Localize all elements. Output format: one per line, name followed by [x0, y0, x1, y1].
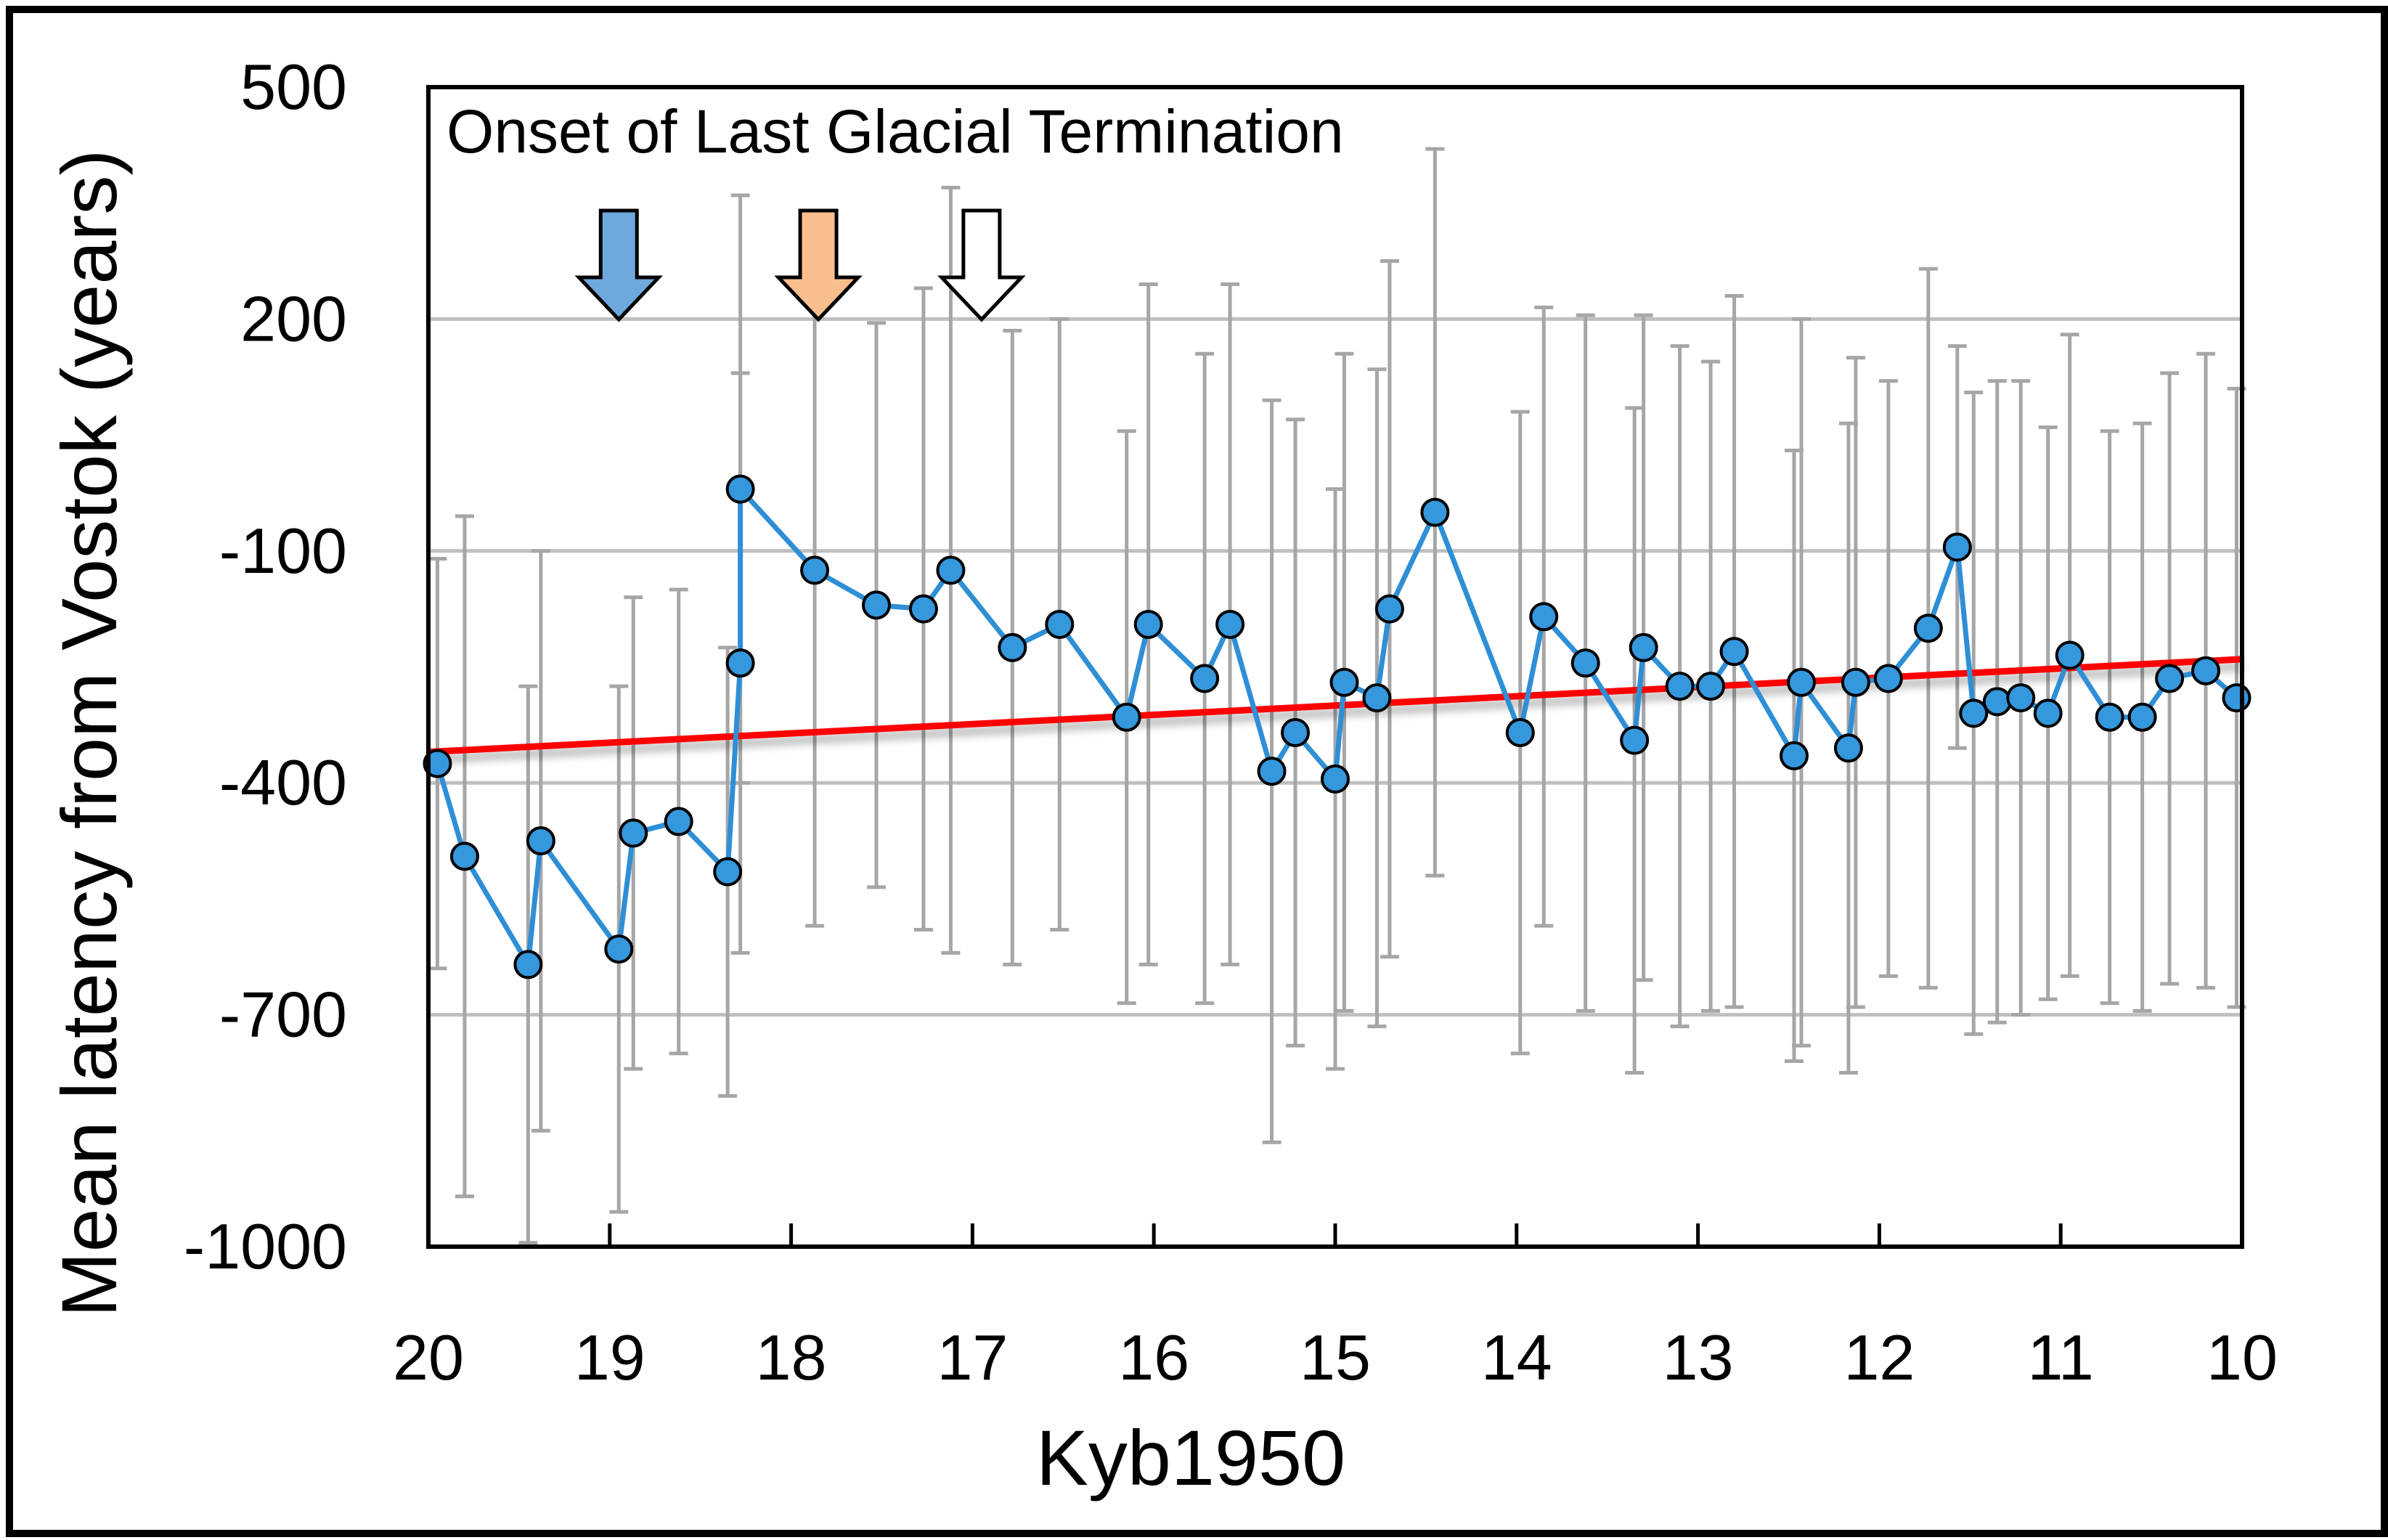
- data-point: [2095, 702, 2124, 732]
- data-point: [1913, 614, 1943, 643]
- data-point: [1215, 609, 1245, 639]
- data-point: [1942, 532, 1972, 562]
- trend-line: [428, 656, 2243, 756]
- data-point: [1841, 667, 1870, 697]
- x-axis-ticks: 20 19 18 17 16 15 14 13 12 11 10: [393, 1223, 2278, 1393]
- data-point: [1529, 602, 1559, 632]
- annotation-text: Onset of Last Glacial Termination: [447, 97, 1344, 166]
- data-point: [2191, 656, 2221, 685]
- x-tick-label: 16: [1118, 1321, 1189, 1393]
- data-point: [1629, 632, 1658, 662]
- data-point: [1786, 667, 1816, 697]
- data-point: [1257, 757, 1287, 786]
- data-point: [1505, 717, 1535, 747]
- x-tick-label: 12: [1843, 1321, 1915, 1393]
- data-point: [1420, 497, 1450, 527]
- data-point: [423, 749, 452, 778]
- data-point: [800, 555, 830, 585]
- data-point: [664, 807, 693, 836]
- y-tick-label: 500: [240, 51, 347, 123]
- y-tick-label: -100: [219, 515, 347, 587]
- data-point: [1779, 741, 1809, 770]
- y-axis-title: Mean latency from Vostok (years): [45, 150, 133, 1318]
- y-axis-ticks: 500 200 -100 -400 -700 -1000: [184, 51, 347, 1282]
- data-point: [1982, 687, 2012, 717]
- orange-arrow-icon: [774, 208, 863, 322]
- data-point: [1833, 733, 1863, 763]
- trend-line-group: [428, 656, 2243, 756]
- data-point: [526, 826, 555, 856]
- x-tick-label: 11: [2028, 1321, 2094, 1393]
- x-axis-title: Kyb1950: [1036, 1414, 1345, 1502]
- x-tick-label: 20: [393, 1321, 464, 1393]
- data-point: [1620, 725, 1650, 755]
- data-point: [2033, 698, 2063, 728]
- data-point: [604, 934, 634, 964]
- data-point: [513, 950, 543, 979]
- data-point: [2127, 702, 2157, 732]
- data-point: [1665, 672, 1695, 701]
- data-point: [1281, 717, 1311, 747]
- data-point: [2006, 683, 2036, 713]
- data-point: [619, 818, 648, 848]
- data-point: [1112, 702, 1141, 732]
- data-point: [1133, 609, 1163, 639]
- y-tick-label: -1000: [184, 1210, 347, 1282]
- data-point: [1959, 698, 1989, 728]
- data-point: [1719, 637, 1749, 667]
- x-tick-label: 19: [574, 1321, 645, 1393]
- y-tick-label: -400: [219, 746, 347, 818]
- y-tick-label: 200: [240, 282, 347, 354]
- data-point: [1321, 764, 1350, 794]
- data-point: [1873, 664, 1903, 693]
- data-point: [2155, 664, 2185, 693]
- data-point: [1190, 664, 1220, 693]
- blue-arrow-icon: [574, 208, 664, 322]
- x-tick-label: 18: [756, 1321, 827, 1393]
- data-point: [725, 474, 755, 504]
- y-tick-label: -700: [219, 979, 347, 1051]
- data-point: [713, 857, 743, 887]
- x-tick-label: 15: [1300, 1321, 1371, 1393]
- x-tick-label: 10: [2206, 1321, 2278, 1393]
- data-point: [998, 632, 1027, 662]
- data-point: [1362, 683, 1392, 713]
- x-tick-label: 14: [1481, 1321, 1552, 1393]
- data-series: [423, 474, 2252, 979]
- data-point: [1570, 648, 1600, 678]
- data-point: [1374, 594, 1404, 624]
- white-arrow-icon: [937, 208, 1026, 322]
- x-tick-label: 17: [937, 1321, 1008, 1393]
- data-point: [725, 648, 755, 678]
- data-point: [1045, 609, 1075, 639]
- data-point: [1696, 672, 1726, 701]
- onset-arrows: [574, 208, 1026, 322]
- data-point: [1329, 667, 1359, 697]
- data-point: [2055, 640, 2085, 670]
- data-point: [862, 590, 892, 620]
- x-tick-label: 13: [1663, 1321, 1734, 1393]
- data-point: [936, 555, 966, 585]
- data-point: [449, 842, 479, 871]
- data-point: [908, 594, 938, 624]
- data-point: [2222, 683, 2252, 713]
- chart-frame: [6, 6, 2388, 1537]
